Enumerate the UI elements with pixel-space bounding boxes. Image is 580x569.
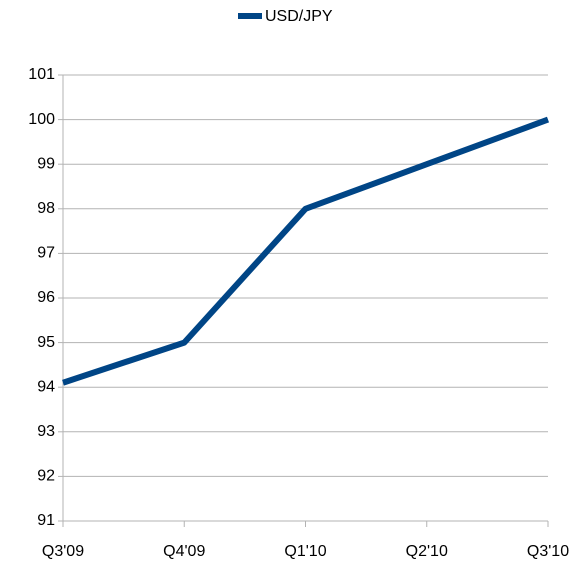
y-tick-label: 92 (37, 468, 55, 485)
x-tick-label: Q2'10 (406, 543, 448, 560)
y-tick-label: 100 (28, 111, 55, 128)
x-tick-label: Q4'09 (163, 543, 205, 560)
y-tick-label: 98 (37, 200, 55, 217)
y-tick-label: 96 (37, 289, 55, 306)
y-tick-label: 93 (37, 423, 55, 440)
y-tick-label: 94 (37, 378, 55, 395)
x-tick-label: Q3'09 (42, 543, 84, 560)
y-tick-label: 99 (37, 155, 55, 172)
y-tick-label: 97 (37, 245, 55, 262)
data-line (62, 116, 550, 386)
y-tick-label: 95 (37, 334, 55, 351)
y-tick-label: 91 (37, 512, 55, 529)
y-tick-label: 101 (28, 66, 55, 83)
x-tick-label: Q1'10 (284, 543, 326, 560)
legend-label: USD/JPY (265, 8, 333, 25)
x-tick-label: Q3'10 (527, 543, 569, 560)
